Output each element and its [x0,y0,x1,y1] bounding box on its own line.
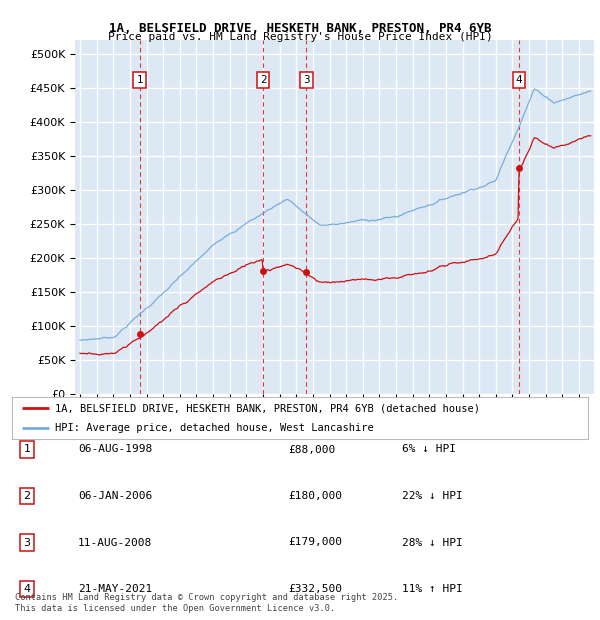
Text: 06-JAN-2006: 06-JAN-2006 [78,491,152,501]
Text: 11% ↑ HPI: 11% ↑ HPI [402,584,463,594]
Text: Price paid vs. HM Land Registry's House Price Index (HPI): Price paid vs. HM Land Registry's House … [107,32,493,42]
Text: Contains HM Land Registry data © Crown copyright and database right 2025.
This d: Contains HM Land Registry data © Crown c… [15,593,398,613]
Text: 4: 4 [515,75,522,85]
Text: 3: 3 [303,75,310,85]
Text: HPI: Average price, detached house, West Lancashire: HPI: Average price, detached house, West… [55,423,374,433]
Text: 3: 3 [23,538,31,547]
Text: 4: 4 [23,584,31,594]
Text: 28% ↓ HPI: 28% ↓ HPI [402,538,463,547]
Text: 06-AUG-1998: 06-AUG-1998 [78,445,152,454]
Text: 2: 2 [23,491,31,501]
Text: 11-AUG-2008: 11-AUG-2008 [78,538,152,547]
Text: 6% ↓ HPI: 6% ↓ HPI [402,445,456,454]
Text: 1A, BELSFIELD DRIVE, HESKETH BANK, PRESTON, PR4 6YB (detached house): 1A, BELSFIELD DRIVE, HESKETH BANK, PREST… [55,403,480,413]
Text: £180,000: £180,000 [288,491,342,501]
Text: 22% ↓ HPI: 22% ↓ HPI [402,491,463,501]
Text: £179,000: £179,000 [288,538,342,547]
Text: 2: 2 [260,75,266,85]
Text: 1: 1 [136,75,143,85]
Text: 21-MAY-2021: 21-MAY-2021 [78,584,152,594]
Text: £332,500: £332,500 [288,584,342,594]
Text: 1: 1 [23,445,31,454]
Text: 1A, BELSFIELD DRIVE, HESKETH BANK, PRESTON, PR4 6YB: 1A, BELSFIELD DRIVE, HESKETH BANK, PREST… [109,22,491,35]
Text: £88,000: £88,000 [288,445,335,454]
